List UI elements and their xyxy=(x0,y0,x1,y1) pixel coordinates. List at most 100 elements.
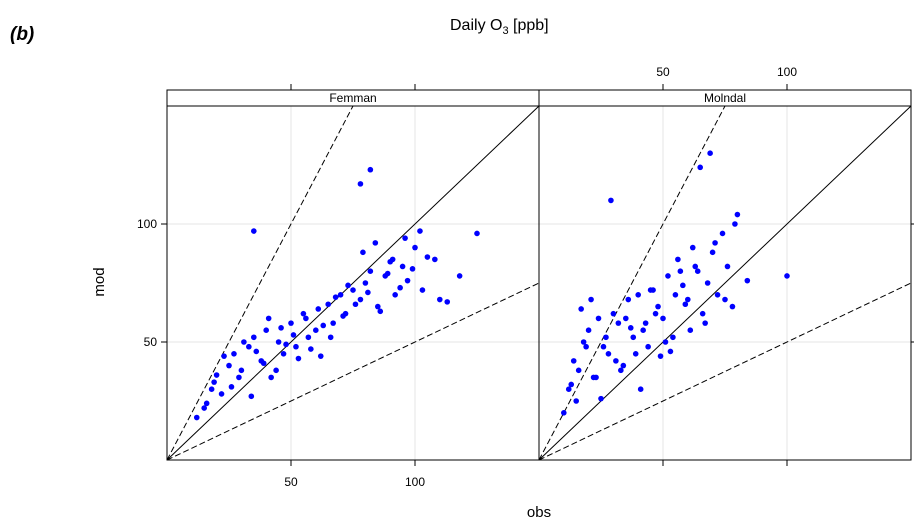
data-point xyxy=(372,240,379,246)
data-point xyxy=(409,266,416,272)
y-tick-label: 100 xyxy=(137,217,157,231)
data-point xyxy=(236,374,242,381)
data-point xyxy=(293,343,299,350)
data-point xyxy=(625,296,632,303)
data-point xyxy=(605,351,612,357)
data-point xyxy=(732,221,738,227)
data-point xyxy=(392,292,398,298)
x-axis-title: obs xyxy=(527,504,551,521)
data-point xyxy=(320,322,327,329)
data-point xyxy=(630,334,637,341)
reference-line-slope-1 xyxy=(166,105,540,461)
data-point xyxy=(570,358,577,364)
reference-line-slope-0_5 xyxy=(166,282,540,461)
data-point xyxy=(642,320,649,326)
data-point xyxy=(360,249,366,256)
chart-title: Daily O3 [ppb] xyxy=(450,17,549,37)
data-point xyxy=(573,398,579,404)
data-point xyxy=(613,358,619,364)
data-point xyxy=(424,254,431,260)
data-point xyxy=(268,374,274,381)
data-point xyxy=(203,400,210,407)
x-tick-label-top: 100 xyxy=(777,65,797,79)
data-point xyxy=(724,263,731,270)
data-point xyxy=(714,292,721,298)
data-point xyxy=(251,228,257,234)
data-point xyxy=(432,256,438,263)
data-point xyxy=(702,320,708,326)
data-point xyxy=(308,346,314,352)
data-point xyxy=(280,351,287,357)
data-point xyxy=(412,244,418,251)
data-point xyxy=(456,273,463,279)
data-point xyxy=(734,211,741,218)
data-point xyxy=(384,270,391,277)
data-point xyxy=(565,386,572,393)
data-point xyxy=(635,292,641,298)
data-point xyxy=(317,353,324,359)
data-point xyxy=(253,348,260,355)
data-point xyxy=(295,355,302,362)
data-point xyxy=(585,327,592,334)
x-tick-label: 100 xyxy=(405,475,425,489)
x-tick-label-top: 50 xyxy=(656,65,670,79)
data-point xyxy=(201,405,207,411)
data-point xyxy=(375,303,381,310)
data-point xyxy=(419,287,426,293)
data-point xyxy=(580,339,587,345)
strip-label: Molndal xyxy=(704,91,746,105)
data-point xyxy=(357,296,364,303)
data-point xyxy=(665,273,671,279)
data-point xyxy=(273,367,279,374)
data-point xyxy=(437,296,443,303)
reference-line-slope-1 xyxy=(538,105,912,461)
data-point xyxy=(399,263,406,270)
data-point xyxy=(337,292,344,298)
data-point xyxy=(275,339,282,345)
data-point xyxy=(260,360,267,367)
data-point xyxy=(667,348,674,355)
data-point xyxy=(719,230,726,237)
strip-label: Femman xyxy=(329,91,376,105)
data-point xyxy=(657,353,664,359)
data-point xyxy=(330,320,336,326)
data-point xyxy=(623,315,629,322)
y-tick-label: 50 xyxy=(144,335,158,349)
data-point xyxy=(218,391,225,397)
data-point xyxy=(332,294,339,300)
data-point xyxy=(362,280,369,286)
data-point xyxy=(231,351,237,357)
data-point xyxy=(193,414,200,421)
data-point xyxy=(327,334,334,341)
data-point xyxy=(744,277,751,284)
data-point xyxy=(600,343,607,350)
data-point xyxy=(637,386,644,393)
panel-femman: Femman 50 100 xyxy=(166,84,540,489)
data-point xyxy=(670,334,676,341)
data-point xyxy=(561,410,567,416)
title-unit: [ppb] xyxy=(509,17,549,34)
data-point xyxy=(303,315,309,322)
data-point xyxy=(595,315,602,322)
data-point xyxy=(345,282,351,289)
data-point xyxy=(627,325,634,331)
data-point xyxy=(618,367,624,374)
data-point xyxy=(685,296,691,303)
data-point xyxy=(350,287,356,293)
data-point xyxy=(722,296,728,303)
data-point xyxy=(283,341,289,348)
data-point xyxy=(248,393,255,400)
data-point xyxy=(692,263,699,270)
data-point xyxy=(699,310,706,317)
data-point xyxy=(615,320,622,326)
data-point xyxy=(389,256,396,263)
data-point xyxy=(652,310,659,317)
data-point xyxy=(694,268,701,275)
reference-line-slope-0_5 xyxy=(538,282,912,461)
data-point xyxy=(365,289,371,296)
data-point xyxy=(221,353,227,359)
data-point xyxy=(404,277,411,284)
data-point xyxy=(474,230,480,237)
data-point xyxy=(647,287,654,293)
